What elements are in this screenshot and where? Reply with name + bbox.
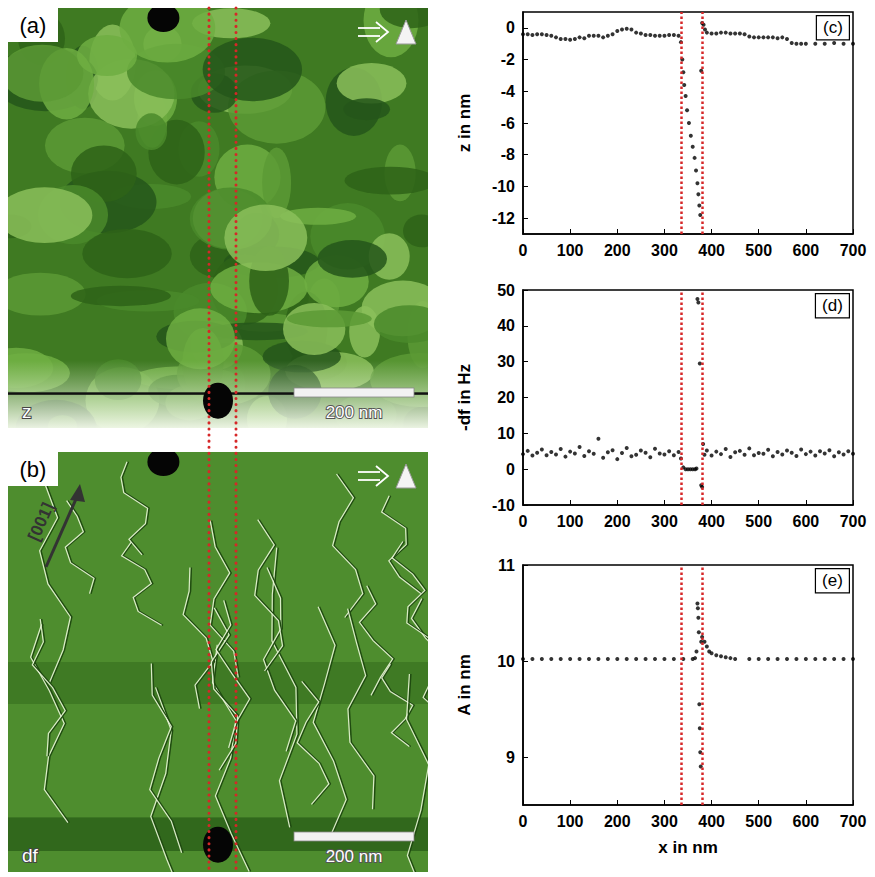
- svg-text:200: 200: [604, 242, 631, 259]
- svg-text:11: 11: [498, 557, 515, 574]
- svg-text:-8: -8: [501, 146, 515, 163]
- svg-text:300: 300: [651, 242, 678, 259]
- svg-text:500: 500: [745, 513, 772, 530]
- svg-text:z: z: [22, 401, 32, 422]
- svg-text:0: 0: [506, 461, 515, 478]
- svg-text:400: 400: [698, 813, 725, 830]
- svg-text:600: 600: [793, 813, 820, 830]
- svg-text:200: 200: [604, 813, 631, 830]
- svg-text:200 nm: 200 nm: [326, 847, 383, 866]
- svg-text:0: 0: [519, 813, 528, 830]
- svg-text:500: 500: [745, 813, 772, 830]
- svg-text:300: 300: [651, 813, 678, 830]
- svg-text:df: df: [22, 845, 39, 866]
- svg-text:(a): (a): [20, 13, 47, 38]
- svg-text:(b): (b): [20, 457, 47, 482]
- svg-text:10: 10: [497, 653, 515, 670]
- svg-text:z in nm: z in nm: [455, 94, 474, 153]
- svg-text:-10: -10: [492, 178, 515, 195]
- svg-text:-6: -6: [501, 115, 515, 132]
- svg-text:100: 100: [557, 242, 584, 259]
- svg-text:[001]: [001]: [24, 500, 57, 544]
- svg-text:0: 0: [519, 242, 528, 259]
- svg-text:10: 10: [497, 425, 515, 442]
- svg-text:600: 600: [793, 242, 820, 259]
- svg-text:-4: -4: [501, 83, 515, 100]
- svg-text:40: 40: [497, 317, 515, 334]
- svg-text:300: 300: [651, 513, 678, 530]
- svg-text:x in nm: x in nm: [658, 838, 718, 857]
- svg-text:400: 400: [698, 513, 725, 530]
- svg-text:9: 9: [506, 749, 515, 766]
- svg-text:0: 0: [519, 513, 528, 530]
- svg-text:-12: -12: [492, 210, 515, 227]
- svg-text:100: 100: [557, 813, 584, 830]
- svg-text:0: 0: [506, 19, 515, 36]
- svg-text:-2: -2: [501, 51, 515, 68]
- svg-text:-10: -10: [492, 497, 515, 514]
- svg-text:200: 200: [604, 513, 631, 530]
- svg-text:400: 400: [698, 242, 725, 259]
- svg-text:500: 500: [745, 242, 772, 259]
- svg-text:(e): (e): [822, 571, 843, 590]
- svg-text:30: 30: [497, 353, 515, 370]
- svg-text:50: 50: [497, 282, 515, 299]
- svg-text:200 nm: 200 nm: [326, 403, 383, 422]
- svg-text:(c): (c): [823, 18, 843, 37]
- svg-text:700: 700: [840, 813, 867, 830]
- svg-text:(d): (d): [822, 296, 843, 315]
- svg-text:700: 700: [840, 242, 867, 259]
- svg-text:-df in Hz: -df in Hz: [455, 364, 474, 431]
- svg-text:20: 20: [497, 389, 515, 406]
- svg-text:100: 100: [557, 513, 584, 530]
- svg-text:700: 700: [840, 513, 867, 530]
- svg-text:A in nm: A in nm: [455, 654, 474, 716]
- svg-text:600: 600: [793, 513, 820, 530]
